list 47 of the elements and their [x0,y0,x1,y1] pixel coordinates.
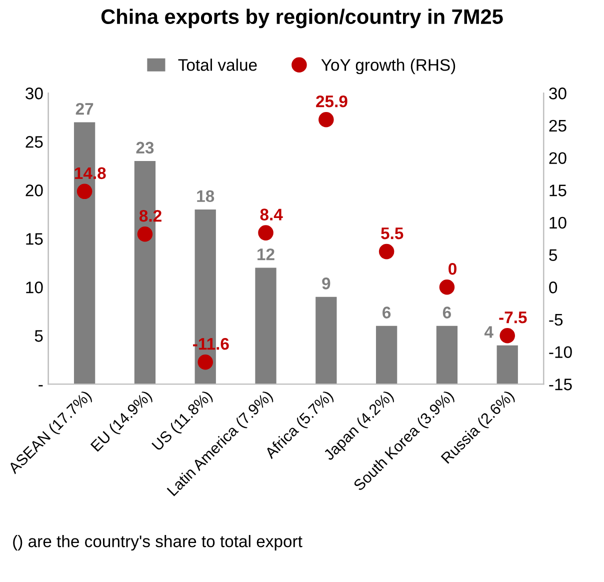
data-label: 25.9 [316,95,348,108]
y2-tick-label: 15 [550,184,566,196]
point [318,112,334,128]
y2-tick-label: -10 [549,346,572,358]
bar [496,345,518,384]
y-tick-label: 10 [26,282,43,294]
data-label: 0 [448,262,456,275]
data-label: 8.4 [260,208,283,220]
point [500,328,515,344]
y-tick-label: 20 [26,184,43,196]
bar [255,268,276,384]
y-tick-label: 30 [26,88,43,100]
legend-label: Total value [178,58,257,71]
y2-tick-label: 30 [549,88,566,100]
bar [436,326,458,384]
y-tick-label: 25 [26,136,43,148]
data-label: 6 [442,306,451,318]
point [198,354,213,370]
data-label: 6 [382,306,391,318]
y2-tick-label: 0 [549,282,558,294]
y2-tick-label: 5 [549,249,558,261]
data-label: 18 [197,190,214,202]
point [137,226,153,242]
y2-tick-label: -15 [549,378,572,390]
data-label: 5.5 [381,228,404,240]
y2-tick-label: 20 [549,152,566,164]
chart-title: China exports by region/country in 7M25 [101,8,503,28]
y-tick-label: - [38,385,43,386]
point [258,225,274,240]
point [439,279,455,295]
bar [376,326,398,384]
point [378,244,394,260]
data-label: 12 [258,248,274,260]
legend-label: YoY growth (RHS) [321,58,456,74]
y2-tick-label: 25 [549,120,566,132]
point [76,184,92,200]
y-tick-label: 5 [34,330,43,342]
data-label: 9 [322,278,330,290]
data-label: 27 [76,102,94,115]
text: () are the country's share to total export [13,535,302,551]
y2-tick-label: 10 [550,216,566,229]
bar [316,296,337,384]
data-label: -7.5 [499,312,527,324]
y-tick-label: 15 [26,233,43,245]
y2-tick-label: -5 [549,314,563,326]
data-label: 23 [136,142,154,154]
data-label: 4 [484,326,494,338]
